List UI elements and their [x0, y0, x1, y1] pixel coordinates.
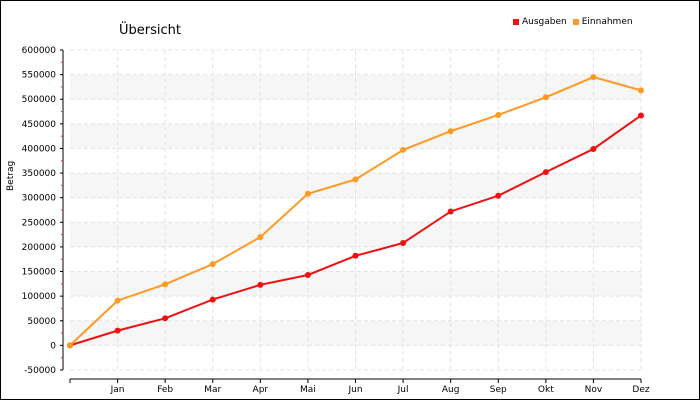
x-tick-label: Mar	[204, 385, 221, 395]
x-tick-label: Aug	[442, 385, 460, 395]
data-point-einnahmen	[352, 176, 359, 183]
y-tick-label: 200000	[22, 243, 57, 253]
y-tick-label: 150000	[22, 268, 57, 278]
chart-title: Übersicht	[119, 23, 181, 38]
data-point-einnahmen	[495, 111, 502, 118]
data-point-einnahmen	[400, 146, 407, 153]
data-point-ausgaben	[590, 145, 597, 152]
data-point-einnahmen	[162, 281, 169, 288]
y-tick-label: -50000	[24, 366, 56, 376]
data-point-ausgaben	[209, 296, 216, 303]
y-tick-label: 450000	[22, 120, 57, 130]
data-point-ausgaben	[257, 281, 264, 288]
data-point-ausgaben	[495, 192, 502, 199]
data-point-ausgaben	[114, 327, 121, 334]
y-tick-label: 400000	[22, 144, 57, 154]
y-tick-label: 300000	[22, 194, 57, 204]
legend-label-einnahmen: Einnahmen	[581, 17, 633, 27]
legend-item-einnahmen: Einnahmen	[572, 17, 633, 27]
legend-item-ausgaben: Ausgaben	[513, 17, 567, 27]
y-tick-label: 250000	[22, 218, 57, 228]
x-tick-label: Jul	[397, 385, 409, 395]
legend-label-ausgaben: Ausgaben	[522, 17, 567, 27]
y-tick-label: 0	[50, 341, 56, 351]
data-point-einnahmen	[304, 190, 311, 197]
data-point-einnahmen	[209, 261, 216, 268]
data-point-einnahmen	[257, 234, 264, 241]
data-point-ausgaben	[447, 208, 454, 215]
x-tick-label: Jun	[347, 385, 362, 395]
data-point-ausgaben	[400, 239, 407, 246]
legend: Ausgaben Einnahmen	[513, 17, 633, 27]
y-tick-label: 600000	[22, 46, 57, 56]
y-tick-label: 350000	[22, 169, 57, 179]
y-tick-label: 50000	[27, 317, 56, 327]
y-tick-label: 500000	[22, 95, 57, 105]
x-tick-label: Sep	[490, 385, 507, 395]
x-tick-label: Feb	[157, 385, 173, 395]
data-point-einnahmen	[447, 128, 454, 135]
data-point-ausgaben	[542, 169, 549, 176]
legend-swatch-ausgaben	[513, 19, 519, 25]
data-point-einnahmen	[638, 87, 644, 94]
y-tick-label: 550000	[22, 71, 57, 81]
data-point-einnahmen	[542, 94, 549, 101]
data-point-einnahmen	[67, 342, 73, 349]
x-tick-label: Apr	[253, 385, 269, 395]
data-point-ausgaben	[352, 252, 359, 259]
legend-swatch-einnahmen	[572, 19, 579, 25]
data-point-ausgaben	[638, 112, 644, 119]
x-tick-label: Okt	[538, 385, 554, 395]
y-tick-label: 100000	[22, 292, 57, 302]
x-tick-label: Nov	[585, 385, 603, 395]
x-tick-label: Mai	[300, 385, 316, 395]
data-point-ausgaben	[162, 315, 169, 322]
x-tick-label: Dez	[632, 385, 649, 395]
data-point-einnahmen	[114, 297, 121, 304]
data-point-einnahmen	[590, 74, 597, 81]
x-tick-label: Jan	[110, 385, 125, 395]
data-point-ausgaben	[304, 271, 311, 278]
